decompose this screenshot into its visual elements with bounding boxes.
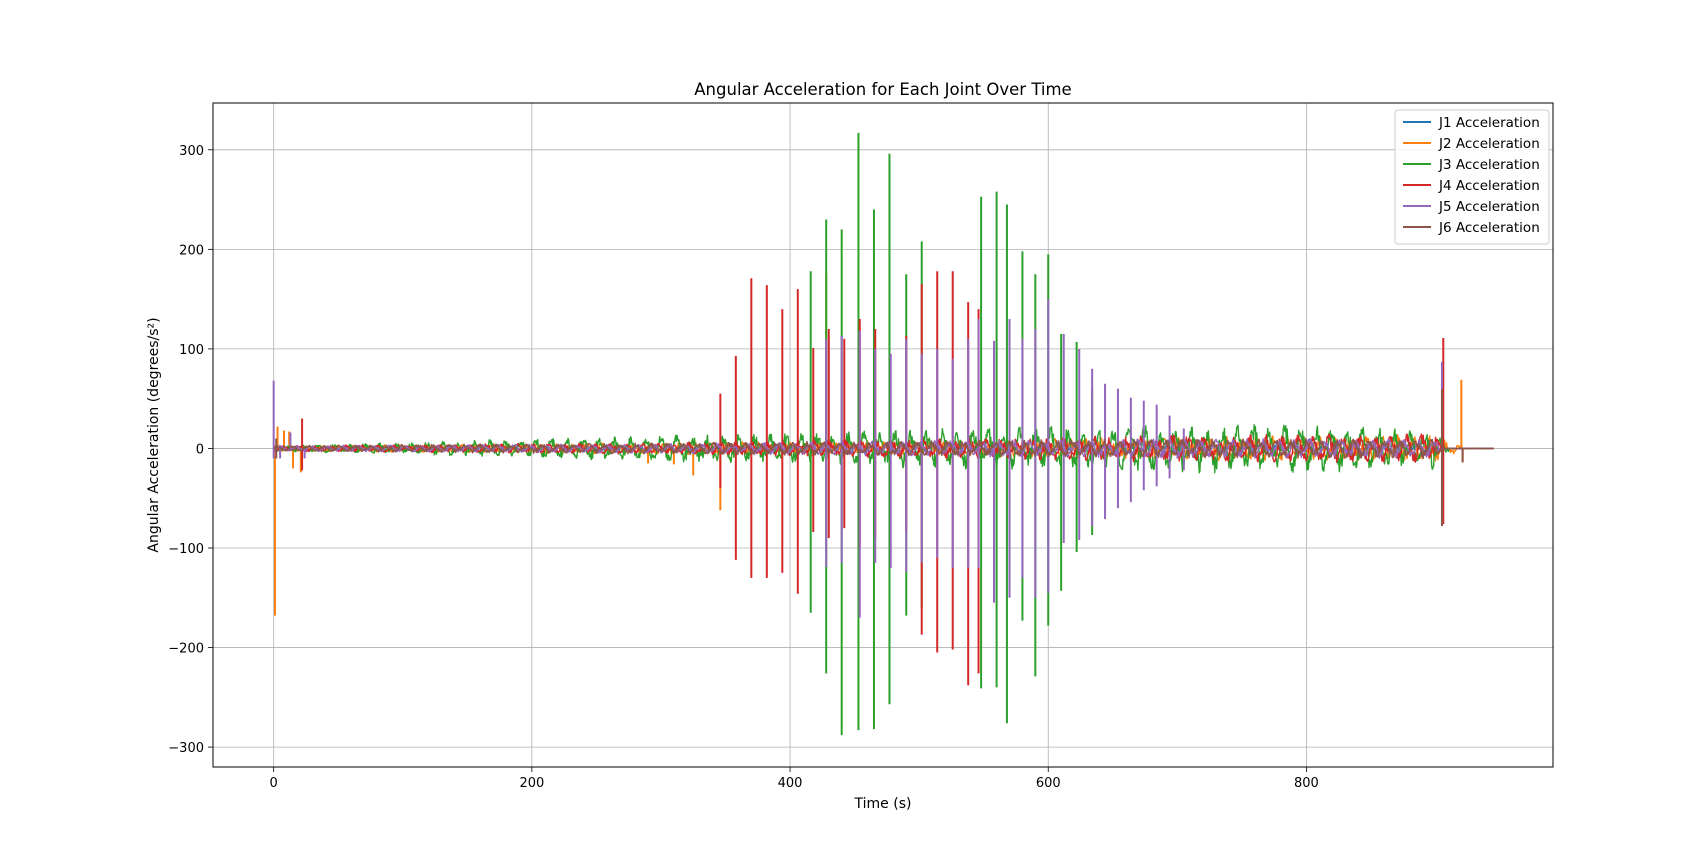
series-layer [272, 132, 1494, 736]
ticks: 0 200 400 600 800 −300 −200 −100 0 100 200 300 [168, 144, 1319, 791]
series-6 [273, 388, 1494, 527]
x-tick-label: 800 [1294, 776, 1319, 791]
series-line [273, 437, 1494, 459]
y-tick-label: −100 [168, 542, 204, 557]
x-tick-label: 0 [270, 776, 278, 791]
y-tick-label: −200 [168, 642, 204, 657]
y-axis-label: Angular Acceleration (degrees/s²) [146, 317, 162, 552]
y-tick-label: 200 [179, 243, 204, 258]
legend-label: J2 Acceleration [1438, 136, 1540, 152]
series-line [273, 433, 1494, 464]
legend: J1 Acceleration J2 Acceleration J3 Acceler… [1394, 109, 1550, 245]
legend-label: J4 Acceleration [1438, 178, 1540, 194]
series-5 [272, 299, 1494, 618]
legend-label: J5 Acceleration [1438, 199, 1540, 215]
legend-label: J1 Acceleration [1438, 115, 1540, 131]
y-tick-label: 0 [196, 442, 204, 457]
series-line [273, 438, 1494, 459]
legend-box [1394, 109, 1550, 245]
plot-area [213, 103, 1553, 767]
y-tick-label: 100 [179, 343, 204, 358]
x-tick-label: 200 [519, 776, 544, 791]
legend-label: J3 Acceleration [1438, 157, 1540, 173]
x-tick-label: 600 [1036, 776, 1061, 791]
chart-title: Angular Acceleration for Each Joint Over… [694, 80, 1071, 99]
plot-frame [212, 102, 1554, 768]
y-tick-label: −300 [168, 741, 204, 756]
y-tick-label: 300 [179, 144, 204, 159]
x-tick-label: 400 [778, 776, 803, 791]
legend-label: J6 Acceleration [1438, 220, 1540, 236]
x-axis-label: Time (s) [854, 796, 912, 812]
